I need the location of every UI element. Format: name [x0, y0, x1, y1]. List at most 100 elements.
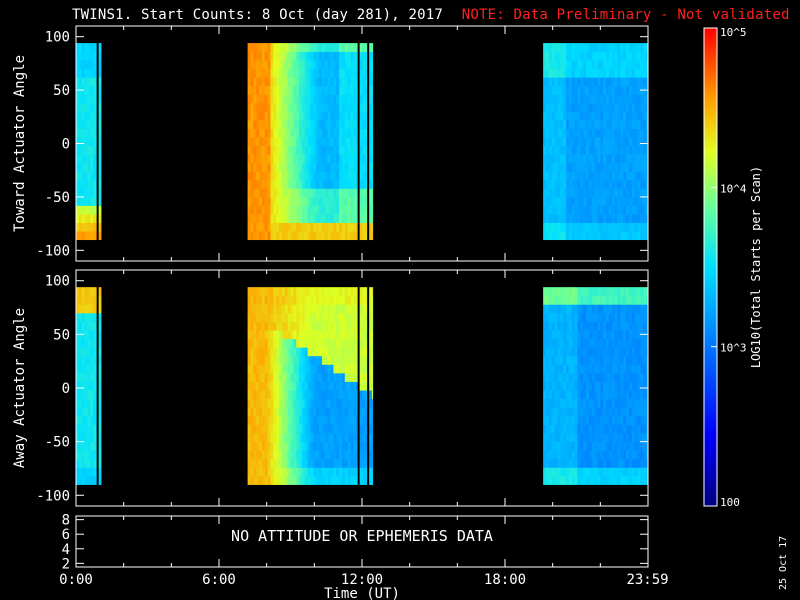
heatmap-cell	[591, 128, 596, 138]
heatmap-cell	[617, 415, 621, 425]
heatmap-cell	[551, 398, 555, 408]
heatmap-cell	[353, 364, 357, 374]
heatmap-cell	[261, 312, 266, 322]
heatmap-cell	[81, 338, 85, 348]
heatmap-cell	[293, 321, 297, 331]
heatmap-cell	[646, 222, 648, 232]
heatmap-cell	[279, 154, 283, 164]
heatmap-cell	[631, 381, 636, 391]
heatmap-cell	[96, 68, 97, 78]
heatmap-cell	[353, 441, 357, 451]
heatmap-cell	[356, 312, 358, 322]
heatmap-cell	[608, 467, 613, 477]
heatmap-cell	[560, 433, 564, 443]
heatmap-cell	[321, 111, 326, 121]
heatmap-cell	[369, 398, 373, 408]
heatmap-cell	[259, 128, 263, 138]
heatmap-cell	[310, 441, 314, 451]
heatmap-cell	[316, 398, 320, 408]
heatmap-cell	[333, 381, 337, 391]
heatmap-cell	[566, 381, 570, 391]
heatmap-cell	[568, 475, 573, 485]
heatmap-cell	[606, 222, 610, 232]
heatmap-cell	[84, 214, 88, 223]
heatmap-cell	[631, 111, 636, 121]
heatmap-cell	[319, 433, 323, 443]
heatmap-cell	[608, 51, 613, 61]
heatmap-cell	[545, 364, 550, 374]
heatmap-cell	[637, 381, 641, 391]
heatmap-cell	[347, 364, 351, 374]
heatmap-cell	[247, 171, 251, 181]
heatmap-cell	[330, 68, 334, 78]
middle-panel-ylabel: Away Actuator Angle	[12, 308, 28, 468]
heatmap-cell	[299, 162, 303, 172]
heatmap-cell	[628, 441, 633, 451]
heatmap-cell	[321, 355, 326, 365]
heatmap-cell	[253, 312, 257, 322]
heatmap-cell	[551, 85, 555, 95]
heatmap-cell	[316, 120, 320, 129]
heatmap-cell	[563, 330, 567, 340]
heatmap-cell	[264, 364, 269, 374]
heatmap-cell	[276, 415, 280, 425]
heatmap-cell	[313, 145, 317, 155]
heatmap-cell	[631, 424, 636, 434]
heatmap-cell	[600, 458, 604, 468]
heatmap-cell	[293, 390, 297, 400]
heatmap-cell	[284, 475, 289, 485]
heatmap-cell	[350, 338, 354, 348]
heatmap-cell	[557, 196, 561, 206]
heatmap-cell	[333, 77, 337, 87]
heatmap-cell	[261, 94, 266, 104]
heatmap-cell	[333, 441, 337, 451]
heatmap-cell	[365, 196, 368, 206]
heatmap-cell	[571, 145, 575, 155]
heatmap-cell	[344, 179, 349, 189]
heatmap-cell	[344, 205, 349, 215]
heatmap-cell	[628, 60, 633, 70]
heatmap-cell	[623, 154, 627, 164]
heatmap-cell	[571, 424, 575, 434]
heatmap-cell	[563, 372, 567, 382]
heatmap-cell	[333, 287, 337, 297]
heatmap-cell	[310, 347, 314, 357]
heatmap-cell	[93, 330, 97, 340]
heatmap-cell	[256, 68, 260, 78]
heatmap-cell	[256, 120, 260, 129]
heatmap-cell	[643, 372, 647, 382]
heatmap-cell	[253, 364, 257, 374]
heatmap-cell	[267, 372, 271, 382]
heatmap-cell	[304, 321, 309, 331]
heatmap-cell	[603, 196, 607, 206]
heatmap-cell	[626, 450, 630, 460]
heatmap-cell	[324, 145, 329, 155]
heatmap-cell	[293, 347, 297, 357]
heatmap-cell	[336, 330, 340, 340]
heatmap-cell	[362, 433, 366, 443]
heatmap-cell	[339, 154, 343, 164]
heatmap-cell	[551, 94, 555, 104]
heatmap-cell	[87, 372, 91, 382]
heatmap-cell	[356, 372, 358, 382]
heatmap-cell	[571, 467, 575, 477]
heatmap-cell	[90, 94, 94, 104]
heatmap-cell	[600, 188, 604, 198]
heatmap-cell	[81, 364, 85, 374]
heatmap-cell	[281, 458, 286, 468]
heatmap-cell	[264, 450, 269, 460]
heatmap-cell	[591, 51, 596, 61]
heatmap-cell	[563, 43, 567, 53]
heatmap-cell	[310, 137, 314, 147]
heatmap-cell	[87, 60, 91, 70]
heatmap-cell	[261, 111, 266, 121]
heatmap-cell	[299, 188, 303, 198]
heatmap-cell	[81, 145, 85, 155]
heatmap-cell	[256, 355, 260, 365]
heatmap-cell	[327, 372, 331, 382]
heatmap-cell	[84, 94, 88, 104]
heatmap-cell	[545, 355, 550, 365]
heatmap-cell	[76, 312, 80, 322]
heatmap-cell	[365, 128, 368, 138]
heatmap-cell	[279, 120, 283, 129]
